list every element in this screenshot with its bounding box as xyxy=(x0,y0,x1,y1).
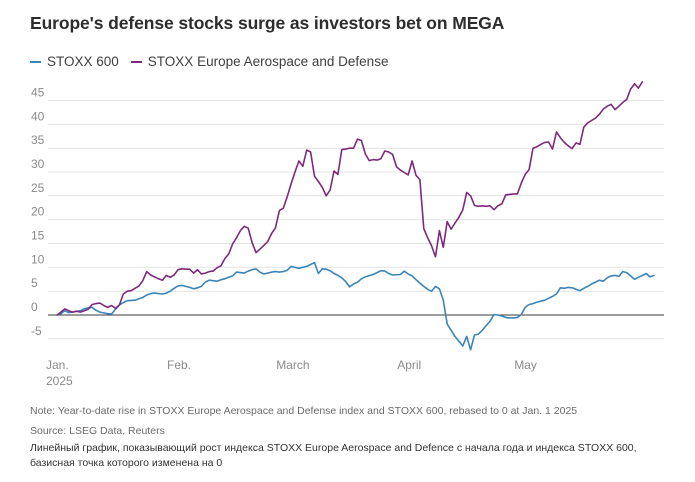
y-axis-ticks: 45 40 35 30 25 20 15 10 5 0 -5 xyxy=(31,86,45,338)
y-tick-label: 10 xyxy=(31,252,45,266)
chart-caption: Линейный график, показывающий рост индек… xyxy=(30,442,637,469)
x-axis-ticks: Jan. 2025 Feb. March April May xyxy=(46,358,537,388)
x-tick-label: May xyxy=(514,358,537,372)
y-tick-label: 45 xyxy=(31,86,45,100)
x-tick-label: March xyxy=(276,358,309,372)
legend-item-aero-defense: STOXX Europe Aerospace and Defense xyxy=(130,54,389,69)
y-tick-label: 15 xyxy=(31,229,45,243)
y-tick-label: 35 xyxy=(31,133,45,147)
legend-item-stoxx600: STOXX 600 xyxy=(30,54,119,69)
chart-source: Source: LSEG Data, Reuters xyxy=(30,425,165,437)
x-tick-label: Feb. xyxy=(167,358,191,372)
legend-label-aero-defense: STOXX Europe Aerospace and Defense xyxy=(147,54,389,69)
legend-swatch-aero-defense xyxy=(130,60,142,63)
y-tick-label: 0 xyxy=(31,300,38,314)
line-chart: 45 40 35 30 25 20 15 10 5 0 -5 Jan. 2025 Feb. March Ap… xyxy=(31,81,664,388)
y-tick-label: -5 xyxy=(31,324,42,338)
y-tick-label: 40 xyxy=(31,109,45,123)
legend: STOXX 600 STOXX Europe Aerospace and Def… xyxy=(30,54,400,69)
chart-title: Europe's defense stocks surge as investo… xyxy=(30,13,505,33)
x-tick-label: Jan. xyxy=(46,358,69,372)
y-tick-label: 30 xyxy=(31,157,45,171)
y-tick-label: 20 xyxy=(31,205,45,219)
x-tick-sublabel: 2025 xyxy=(46,374,73,388)
legend-label-stoxx600: STOXX 600 xyxy=(47,54,119,69)
y-tick-label: 5 xyxy=(31,276,38,290)
y-tick-label: 25 xyxy=(31,181,45,195)
grid xyxy=(48,100,664,340)
series-line-stoxx600 xyxy=(56,261,655,351)
legend-swatch-stoxx600 xyxy=(30,60,41,63)
x-tick-label: April xyxy=(397,358,421,372)
chart-note: Note: Year-to-date rise in STOXX Europe … xyxy=(30,405,578,417)
series-line-aero-defense xyxy=(56,81,644,316)
series-lines xyxy=(56,81,655,351)
